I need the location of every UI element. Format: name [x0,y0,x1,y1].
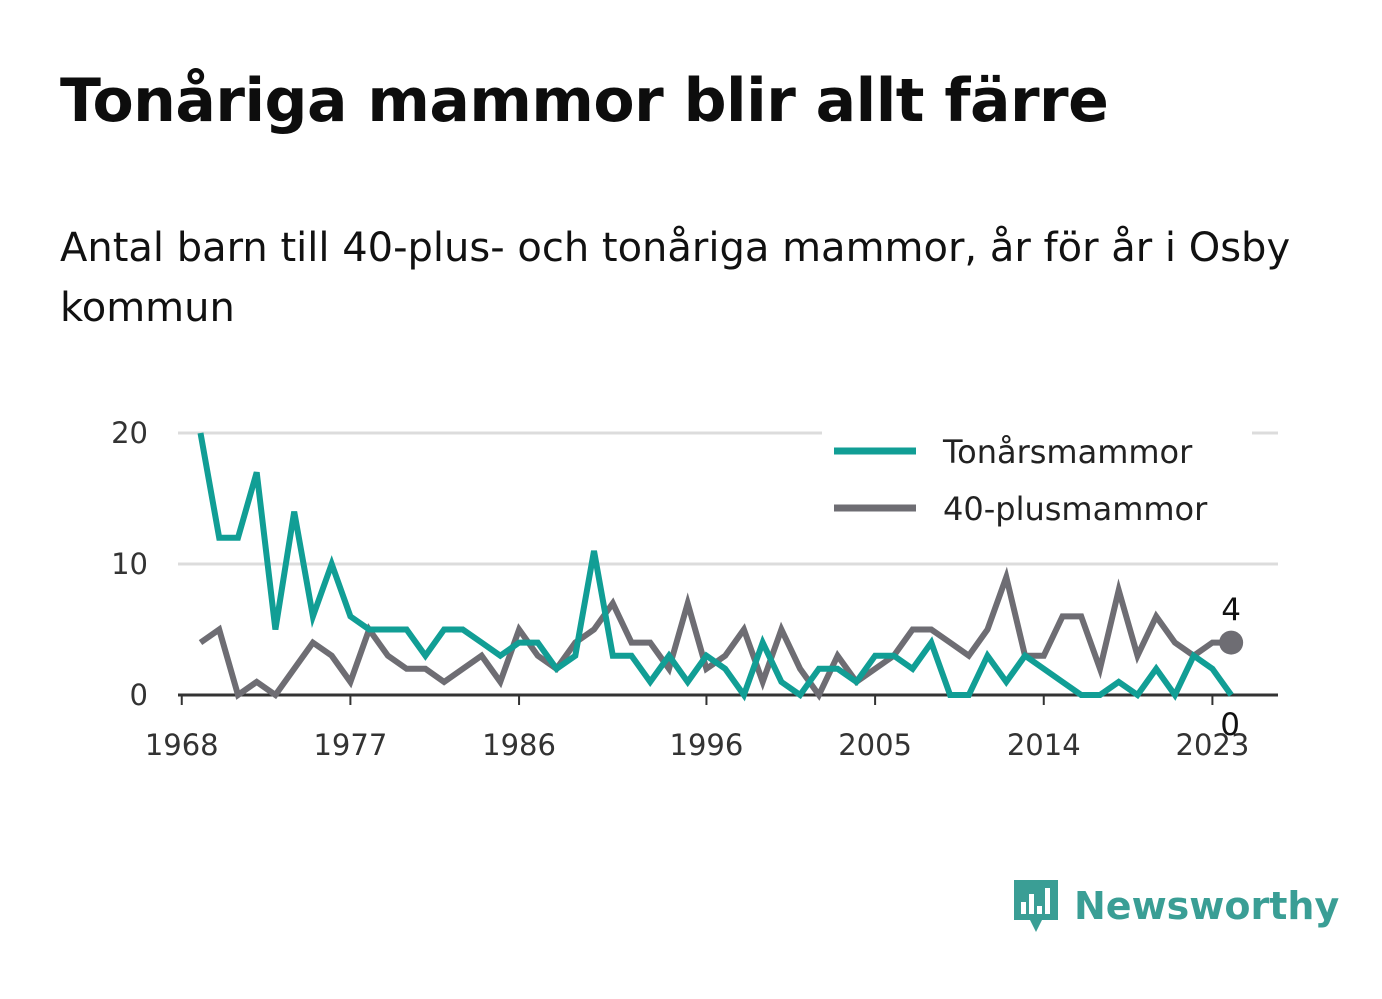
y-tick-label: 10 [111,547,148,581]
brand-name: Newsworthy [1074,884,1340,928]
x-tick-label: 1968 [145,728,219,762]
end-label-tonarsmammor: 0 [1220,707,1240,743]
x-tick-label: 2023 [1176,728,1250,762]
x-tick-label: 2005 [838,728,912,762]
legend-background [822,420,1252,545]
legend-label: 40-plusmammor [943,490,1208,528]
legend-label: Tonårsmammor [942,433,1193,471]
y-axis: 0 10 20 [111,416,148,712]
x-tick-label: 2014 [1007,728,1081,762]
newsworthy-logo-icon [1014,880,1058,932]
series-lines [197,432,1234,702]
legend: Tonårsmammor 40-plusmammor [822,420,1252,545]
y-tick-label: 20 [111,416,148,450]
series-end-marker [1219,630,1244,655]
x-tick-label: 1996 [670,728,744,762]
chart-title: Tonåriga mammor blir allt färre [60,66,1109,136]
end-label-40-plusmammor: 4 [1221,593,1241,629]
x-tick-label: 1986 [482,728,556,762]
x-axis: 1968 1977 1986 1996 2005 2014 2023 [145,693,1278,762]
end-labels: 40 [1219,593,1244,743]
x-tick-label: 1977 [313,728,387,762]
chart-subtitle: Antal barn till 40-plus- och tonåriga ma… [60,225,1291,331]
series-line-tonarsmammor [197,432,1234,702]
brand: Newsworthy [1010,876,1339,936]
series-line-40-plusmammor [198,566,1232,701]
y-tick-label: 0 [130,678,148,712]
